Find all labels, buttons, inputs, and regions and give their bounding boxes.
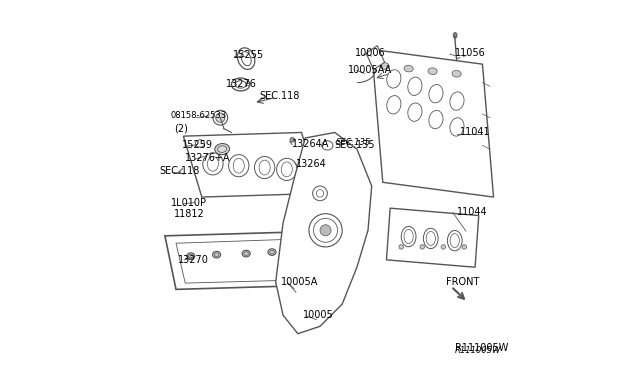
Text: 13264A: 13264A (292, 138, 330, 148)
Text: SEC.135: SEC.135 (335, 140, 375, 150)
Text: 11044: 11044 (456, 207, 487, 217)
Polygon shape (372, 49, 493, 197)
Text: R111005W: R111005W (455, 343, 508, 353)
Polygon shape (165, 232, 301, 289)
Text: 10006: 10006 (355, 48, 386, 58)
Ellipse shape (320, 225, 331, 236)
Text: SEC.118: SEC.118 (159, 166, 200, 176)
Text: 11041: 11041 (460, 128, 491, 138)
Text: SEC.135: SEC.135 (335, 138, 371, 147)
Ellipse shape (441, 245, 445, 249)
Text: (2): (2) (174, 124, 188, 134)
Ellipse shape (380, 62, 389, 69)
Ellipse shape (268, 249, 276, 256)
Text: SEC.118: SEC.118 (259, 90, 300, 100)
Text: FRONT: FRONT (445, 277, 479, 287)
Ellipse shape (453, 33, 457, 38)
Polygon shape (366, 46, 385, 70)
Text: 13276: 13276 (226, 80, 257, 89)
Text: 11812: 11812 (174, 209, 205, 219)
Ellipse shape (399, 245, 403, 249)
Text: 10005: 10005 (303, 310, 334, 320)
Ellipse shape (242, 250, 250, 257)
Text: 1L010P: 1L010P (170, 198, 207, 208)
Polygon shape (276, 132, 372, 334)
Text: 10005A: 10005A (281, 277, 319, 287)
Polygon shape (176, 240, 292, 283)
Ellipse shape (420, 245, 424, 249)
Ellipse shape (404, 65, 413, 72)
Ellipse shape (428, 68, 437, 74)
Ellipse shape (215, 144, 230, 155)
Ellipse shape (290, 138, 294, 142)
Ellipse shape (462, 245, 467, 249)
Text: 15259: 15259 (182, 140, 212, 150)
Polygon shape (387, 208, 479, 267)
Text: 10005AA: 10005AA (348, 65, 392, 75)
Text: R111005W: R111005W (455, 346, 501, 355)
Ellipse shape (212, 251, 221, 258)
Ellipse shape (187, 253, 195, 260)
Text: 11056: 11056 (455, 48, 486, 58)
Text: 15255: 15255 (233, 50, 264, 60)
Text: 08158-62533: 08158-62533 (170, 111, 227, 121)
Text: 13276+A: 13276+A (185, 153, 231, 163)
Polygon shape (184, 132, 320, 197)
Text: 13264: 13264 (296, 159, 327, 169)
Ellipse shape (452, 70, 461, 77)
Ellipse shape (216, 113, 225, 122)
Text: 13270: 13270 (178, 255, 209, 265)
